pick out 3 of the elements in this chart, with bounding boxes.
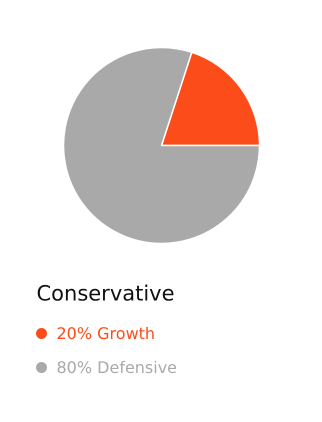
legend-label: 20% Growth xyxy=(56,324,156,343)
legend-label: 80% Defensive xyxy=(56,358,178,377)
text: Conservative xyxy=(36,282,175,306)
